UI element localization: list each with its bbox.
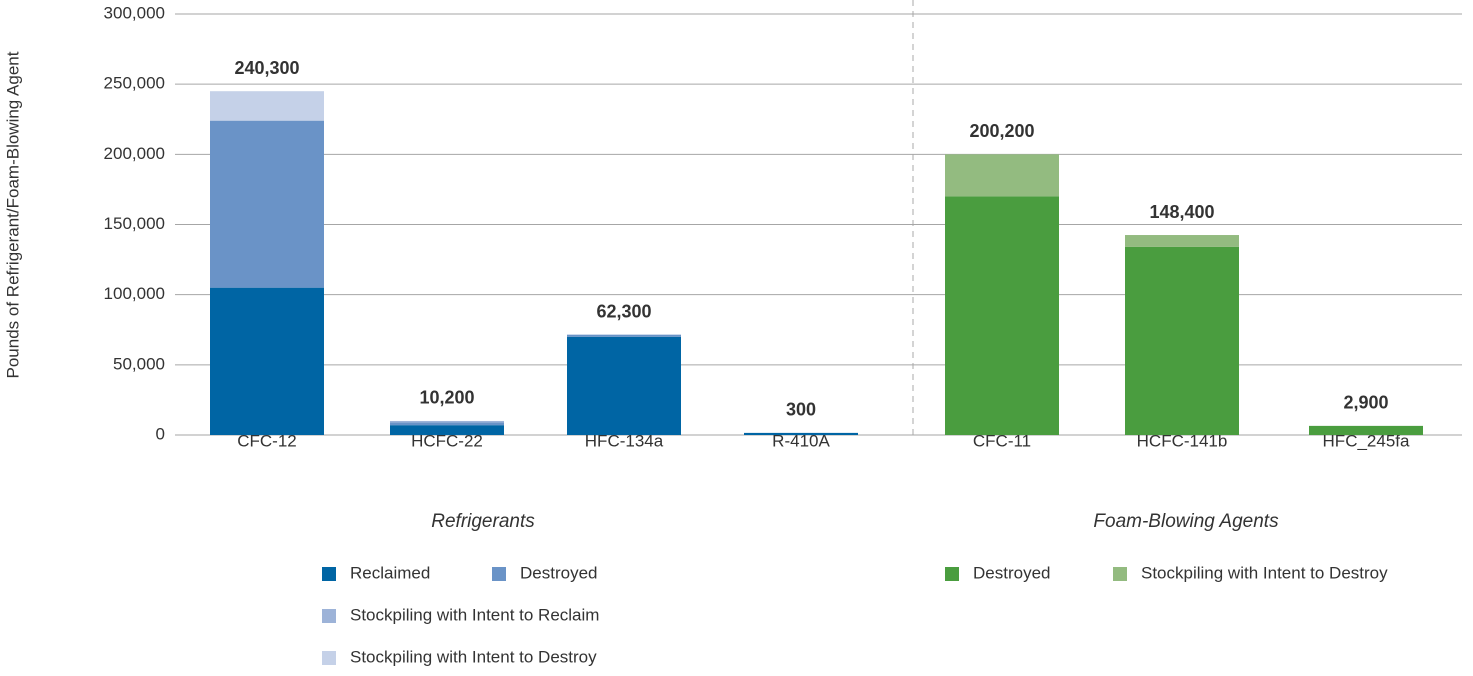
y-tick-label: 200,000 [104,144,165,163]
legend-label: Stockpiling with Intent to Destroy [1141,563,1388,582]
y-tick-label: 100,000 [104,284,165,303]
legend-label: Destroyed [973,563,1050,582]
legend-swatch [945,567,959,581]
group-label: Foam-Blowing Agents [1093,511,1279,532]
legend-swatch [1113,567,1127,581]
bar-segment [210,120,324,288]
x-tick-label: R-410A [772,431,830,450]
total-label: 10,200 [419,388,474,408]
bar-segment [744,432,858,435]
y-tick-label: 0 [156,424,165,443]
bar-segment [390,422,504,426]
bar-segment [567,336,681,435]
legend-swatch [322,567,336,581]
bar-segment [1125,246,1239,435]
legend-label: Destroyed [520,563,597,582]
legend-label: Stockpiling with Intent to Destroy [350,647,597,666]
group-label: Refrigerants [431,511,535,532]
legend-swatch [492,567,506,581]
legend-swatch [322,651,336,665]
total-label: 240,300 [234,58,299,78]
y-axis-title: Pounds of Refrigerant/Foam-Blowing Agent [3,51,22,378]
legend-swatch [322,609,336,623]
bar-segment [210,91,324,121]
bar-segment [945,154,1059,197]
bar-segment [945,196,1059,435]
total-label: 62,300 [596,301,651,321]
bar-segment [210,287,324,435]
x-tick-label: HCFC-141b [1137,431,1228,450]
bar-segment [567,334,681,337]
total-label: 2,900 [1343,393,1388,413]
legend-label: Stockpiling with Intent to Reclaim [350,605,599,624]
x-tick-label: HFC_245fa [1323,431,1410,450]
x-tick-label: HFC-134a [585,431,664,450]
y-tick-label: 150,000 [104,214,165,233]
total-label: 148,400 [1149,202,1214,222]
y-tick-label: 50,000 [113,354,165,373]
bar-segment [390,425,504,435]
x-tick-label: CFC-12 [237,431,297,450]
x-tick-label: CFC-11 [973,431,1031,450]
bar-segment [1309,425,1423,435]
bar-segment [390,420,504,423]
y-tick-label: 250,000 [104,74,165,93]
total-label: 300 [786,400,816,420]
y-tick-label: 300,000 [104,3,165,22]
bar-segment [1125,235,1239,247]
legend-label: Reclaimed [350,563,430,582]
total-label: 200,200 [969,121,1034,141]
x-tick-label: HCFC-22 [411,431,483,450]
